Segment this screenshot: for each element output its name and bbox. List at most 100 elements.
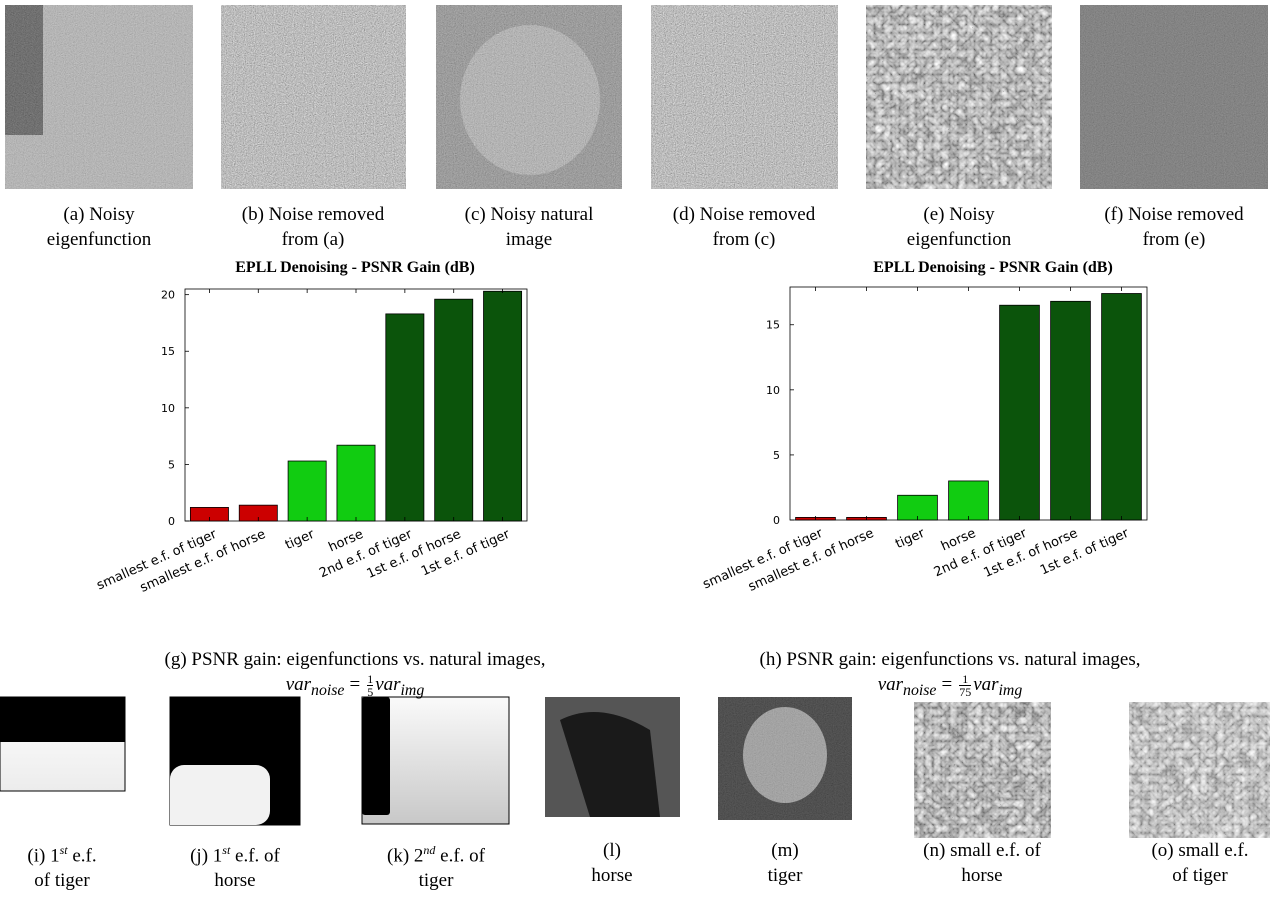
caption-line: from (a) bbox=[281, 229, 345, 250]
y-tick-label: 15 bbox=[161, 345, 175, 358]
caption-line: (e) Noisy bbox=[923, 204, 995, 225]
y-tick-label: 10 bbox=[766, 384, 780, 397]
y-tick-label: 5 bbox=[168, 458, 175, 471]
caption-line: eigenfunction bbox=[46, 229, 152, 250]
math-sub: noise bbox=[903, 681, 937, 699]
bar bbox=[287, 460, 327, 522]
caption-line: horse bbox=[214, 870, 256, 892]
caption: (l) horse bbox=[482, 838, 742, 888]
caption: (c) Noisy natural image bbox=[399, 202, 659, 252]
caption-math: varnoise = 1 5 varimg bbox=[75, 672, 635, 703]
caption-line: of tiger bbox=[1172, 865, 1228, 886]
chart-caption: (g) PSNR gain: eigenfunctions vs. natura… bbox=[75, 647, 635, 703]
bar bbox=[1101, 293, 1142, 521]
caption-line: (a) Noisy bbox=[63, 204, 135, 225]
caption-line: (l) bbox=[603, 840, 621, 861]
caption-line: image bbox=[505, 229, 553, 250]
caption-text: (j) 1 bbox=[190, 845, 223, 867]
superscript: nd bbox=[423, 843, 436, 857]
caption-text: e.f. of bbox=[230, 845, 280, 867]
superscript: st bbox=[59, 843, 68, 857]
image bbox=[866, 5, 1052, 189]
caption: (d) Noise removed from (c) bbox=[614, 202, 874, 252]
caption-line: (n) small e.f. of bbox=[923, 840, 1041, 861]
caption-line: (i) 1st e.f. bbox=[0, 838, 192, 868]
caption: (n) small e.f. of horse bbox=[852, 838, 1112, 888]
y-tick-label: 20 bbox=[161, 289, 175, 302]
math-var: var bbox=[877, 674, 904, 695]
caption-line: (b) Noise removed bbox=[241, 204, 385, 225]
math-eq: = bbox=[941, 674, 953, 695]
image bbox=[436, 5, 622, 189]
bar bbox=[434, 298, 474, 522]
caption-line: (c) Noisy natural bbox=[464, 204, 594, 225]
chart-caption: (h) PSNR gain: eigenfunctions vs. natura… bbox=[670, 647, 1230, 703]
image bbox=[0, 697, 125, 742]
image bbox=[170, 790, 210, 825]
caption-math: varnoise = 1 75 varimg bbox=[670, 672, 1230, 703]
caption-text: e.f. of bbox=[435, 845, 485, 867]
caption: (o) small e.f. of tiger bbox=[1070, 838, 1283, 888]
bar-chart: EPLL Denoising - PSNR Gain (dB)051015sma… bbox=[701, 259, 1148, 595]
bar bbox=[948, 480, 989, 521]
caption: (a) Noisy eigenfunction bbox=[0, 202, 229, 252]
image bbox=[560, 712, 660, 817]
chart-title: EPLL Denoising - PSNR Gain (dB) bbox=[235, 259, 475, 276]
caption-line: from (e) bbox=[1142, 229, 1206, 250]
y-tick-label: 15 bbox=[766, 319, 780, 332]
caption: (j) 1st e.f. of horse bbox=[105, 838, 365, 893]
x-tick-label: tiger bbox=[893, 526, 927, 552]
math-var: var bbox=[973, 674, 999, 695]
caption: (b) Noise removed from (a) bbox=[183, 202, 443, 252]
image bbox=[651, 5, 838, 189]
caption-line: (f) Noise removed bbox=[1104, 204, 1244, 225]
caption-line: horse bbox=[961, 865, 1003, 886]
y-tick-label: 0 bbox=[773, 514, 780, 527]
caption-line: eigenfunction bbox=[906, 229, 1012, 250]
caption: (k) 2nd e.f. of tiger bbox=[306, 838, 566, 893]
bar bbox=[385, 313, 425, 522]
image bbox=[1080, 5, 1268, 189]
caption-line: horse bbox=[591, 865, 633, 886]
numerator: 1 bbox=[959, 673, 972, 687]
math-sub: img bbox=[400, 681, 425, 699]
image bbox=[914, 702, 1051, 838]
caption: (f) Noise removed from (e) bbox=[1044, 202, 1283, 252]
caption: (i) 1st e.f. of tiger bbox=[0, 838, 192, 893]
fraction: 1 75 bbox=[959, 673, 972, 700]
image bbox=[5, 5, 193, 189]
image bbox=[362, 697, 390, 815]
caption-text: (k) 2 bbox=[387, 845, 424, 867]
caption-line: tiger bbox=[767, 865, 803, 886]
bar bbox=[999, 304, 1040, 521]
caption: (m) tiger bbox=[655, 838, 915, 888]
caption-line: tiger bbox=[418, 870, 454, 892]
caption-line: (o) small e.f. bbox=[1151, 840, 1249, 861]
bar bbox=[1050, 300, 1091, 521]
y-tick-label: 5 bbox=[773, 449, 780, 462]
denominator: 75 bbox=[959, 685, 972, 700]
caption-line: from (c) bbox=[712, 229, 776, 250]
caption-line: (j) 1st e.f. of bbox=[105, 838, 365, 868]
math-var: var bbox=[375, 674, 401, 695]
y-tick-label: 10 bbox=[161, 402, 175, 415]
caption-line: (g) PSNR gain: eigenfunctions vs. natura… bbox=[164, 649, 546, 670]
numerator: 1 bbox=[367, 672, 374, 687]
math-sub: noise bbox=[311, 681, 345, 699]
bottom-images bbox=[0, 696, 1270, 838]
caption-line: (h) PSNR gain: eigenfunctions vs. natura… bbox=[759, 649, 1141, 670]
superscript: st bbox=[222, 843, 231, 857]
caption-line: (m) bbox=[771, 840, 799, 861]
caption-line: (d) Noise removed bbox=[672, 204, 816, 225]
image bbox=[1129, 702, 1270, 838]
x-tick-label: tiger bbox=[283, 527, 317, 553]
math-sub: img bbox=[998, 681, 1023, 699]
top-images bbox=[5, 5, 1268, 189]
bar-chart: EPLL Denoising - PSNR Gain (dB)05101520s… bbox=[95, 259, 528, 596]
bar bbox=[336, 444, 376, 522]
y-tick-label: 0 bbox=[168, 515, 175, 528]
math-var: var bbox=[285, 674, 312, 695]
